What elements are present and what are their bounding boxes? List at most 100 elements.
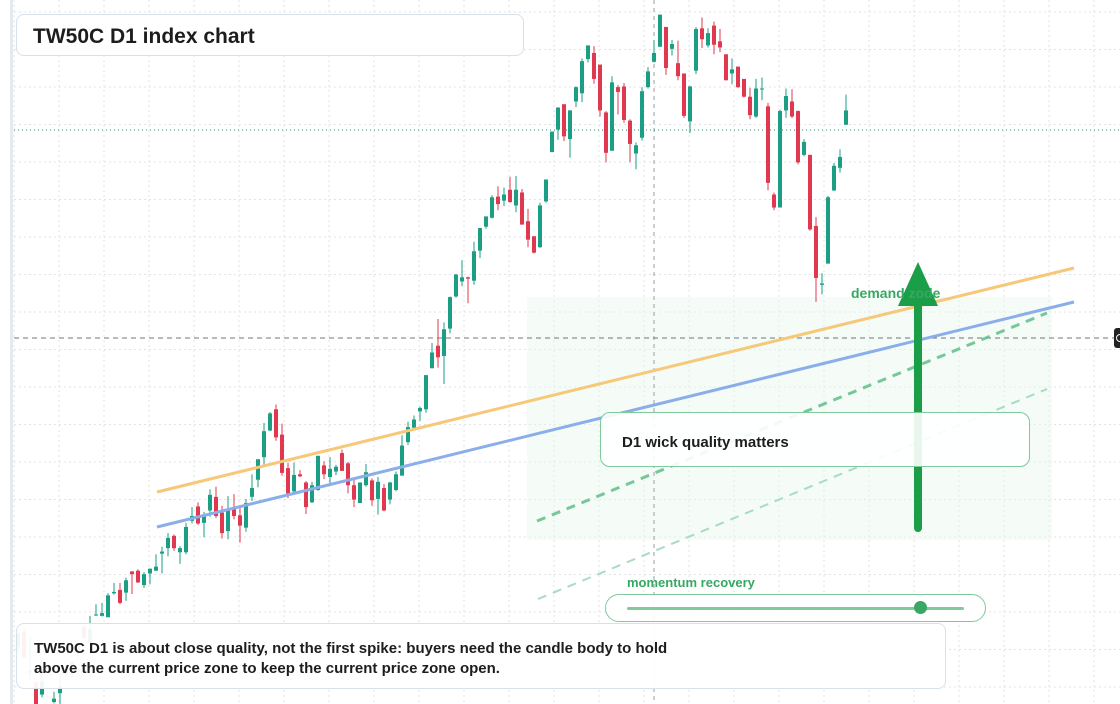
momentum-slider-track[interactable]: [627, 607, 964, 610]
candle: [550, 131, 554, 153]
candle: [520, 189, 524, 225]
candle-body: [460, 277, 464, 282]
candle: [706, 28, 710, 48]
candle-body: [226, 508, 230, 532]
candle: [736, 66, 740, 88]
callout-box: D1 wick quality matters: [600, 412, 1030, 467]
candle-body: [754, 88, 758, 117]
candle: [676, 40, 680, 81]
candle-body: [736, 66, 740, 88]
candle: [616, 85, 620, 115]
dashed-trendline-lower: [537, 388, 1048, 600]
candle-body: [406, 427, 410, 443]
candle-body: [670, 44, 674, 49]
candle-body: [784, 96, 788, 111]
candle: [748, 87, 752, 120]
candle: [316, 455, 320, 491]
candle-body: [334, 466, 338, 472]
candle-body: [598, 64, 602, 111]
candle: [796, 110, 800, 165]
candle: [700, 17, 704, 49]
candle: [172, 534, 176, 551]
candle: [406, 421, 410, 445]
candle-body: [280, 434, 284, 473]
momentum-slider[interactable]: [605, 594, 986, 622]
candle-body: [688, 86, 692, 122]
candle-body: [556, 107, 560, 130]
candle-body: [238, 515, 242, 526]
candle: [778, 109, 782, 208]
candle-body: [376, 481, 380, 499]
candle-body: [796, 111, 800, 163]
title-panel: TW50C D1 index chart: [16, 14, 524, 56]
candle: [238, 507, 242, 543]
candle-body: [700, 28, 704, 40]
candle-body: [748, 96, 752, 116]
candle-body: [616, 87, 620, 92]
candle-body: [532, 236, 536, 253]
candle-body: [58, 686, 62, 694]
candle: [196, 502, 200, 525]
candle-body: [592, 52, 596, 79]
candle-body: [208, 494, 212, 511]
candle: [256, 459, 260, 488]
candle-body: [316, 455, 320, 491]
candle-body: [730, 69, 734, 74]
candle-body: [52, 698, 56, 703]
candle-body: [418, 407, 422, 412]
note-panel: TW50C D1 is about close quality, not the…: [16, 623, 946, 689]
candle: [382, 483, 386, 512]
candle-body: [544, 179, 548, 202]
candle: [646, 67, 650, 89]
candle: [766, 102, 770, 191]
candle: [784, 88, 788, 118]
candle: [808, 154, 812, 231]
candle: [226, 496, 230, 540]
candle-body: [676, 63, 680, 77]
candle-body: [118, 589, 122, 603]
candle: [820, 273, 824, 295]
candle: [628, 119, 632, 163]
price-scale-marker[interactable]: [1114, 328, 1120, 348]
candle: [544, 179, 548, 203]
momentum-slider-thumb[interactable]: [914, 601, 928, 614]
candle-body: [640, 91, 644, 138]
candle: [802, 139, 806, 157]
candle: [586, 45, 590, 63]
candle-body: [520, 192, 524, 225]
candle-body: [448, 297, 452, 329]
candle: [298, 470, 302, 478]
candle: [694, 26, 698, 75]
candle: [742, 78, 746, 98]
candle-body: [646, 71, 650, 88]
candle-body: [304, 482, 308, 508]
candle: [772, 192, 776, 211]
chart-title: TW50C D1 index chart: [33, 25, 255, 48]
candle: [538, 202, 542, 248]
candle-body: [274, 409, 278, 438]
candle-body: [820, 283, 824, 285]
candle: [328, 457, 332, 485]
candle-body: [604, 112, 608, 153]
candle-body: [184, 526, 188, 553]
candle-body: [832, 165, 836, 191]
candle-body: [526, 221, 530, 240]
candle-body: [562, 104, 566, 137]
candle: [490, 195, 494, 219]
candle: [130, 571, 134, 594]
candle-body: [220, 512, 224, 534]
candle: [466, 276, 470, 304]
candle-body: [712, 25, 716, 45]
candle: [52, 691, 56, 704]
candle-body: [136, 570, 140, 583]
candle: [610, 76, 614, 151]
candle-body: [634, 145, 638, 154]
candle: [448, 296, 452, 334]
candle-body: [142, 574, 146, 586]
candle: [370, 478, 374, 506]
candle: [472, 241, 476, 285]
candle: [358, 482, 362, 504]
candle-body: [412, 419, 416, 428]
candle-body: [262, 431, 266, 458]
candle: [532, 236, 536, 254]
